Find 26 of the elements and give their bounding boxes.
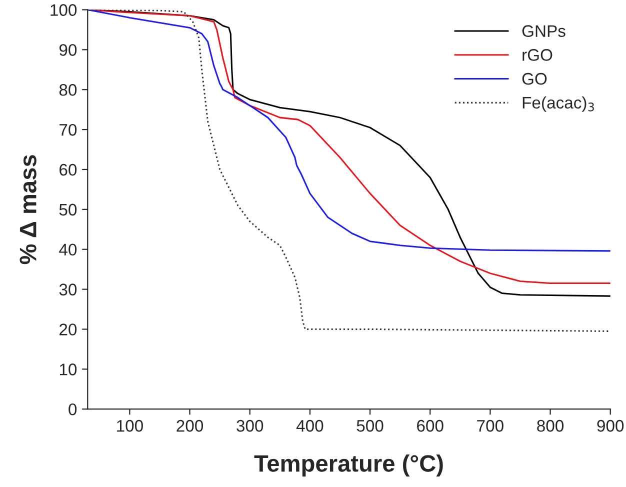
y-tick-label: 90	[59, 44, 77, 56]
x-tick-label: 300	[236, 420, 264, 432]
y-tick-label: 70	[60, 124, 77, 136]
x-tick-label: 200	[176, 420, 204, 432]
legend-label: GNPs	[522, 25, 566, 37]
legend-label: GO	[522, 72, 547, 85]
x-tick-label: 900	[597, 420, 624, 432]
y-tick-label: 50	[59, 204, 77, 216]
x-tick-label: 400	[296, 420, 324, 432]
y-axis-title: % Δ mass	[20, 155, 36, 264]
y-tick-label: 60	[60, 164, 77, 176]
x-tick-label: 600	[417, 420, 444, 432]
y-tick-label: 20	[60, 324, 77, 336]
y-tick-label: 100	[50, 4, 77, 16]
y-tick-label: 10	[60, 364, 77, 376]
y-tick-label: 80	[59, 84, 77, 96]
x-axis-title: Temperature (°C)	[254, 454, 443, 476]
legend-label: Fe(acac)$_{3}$	[522, 96, 594, 112]
x-tick-label: 100	[117, 420, 143, 432]
x-tick-label: 700	[477, 420, 504, 432]
y-tick-label: 0	[68, 403, 77, 416]
x-tick-label: 800	[537, 420, 564, 432]
legend-label: rGO	[522, 49, 552, 61]
y-tick-label: 30	[59, 284, 77, 296]
y-tick-label: 40	[59, 244, 77, 256]
x-tick-label: 500	[356, 420, 384, 432]
